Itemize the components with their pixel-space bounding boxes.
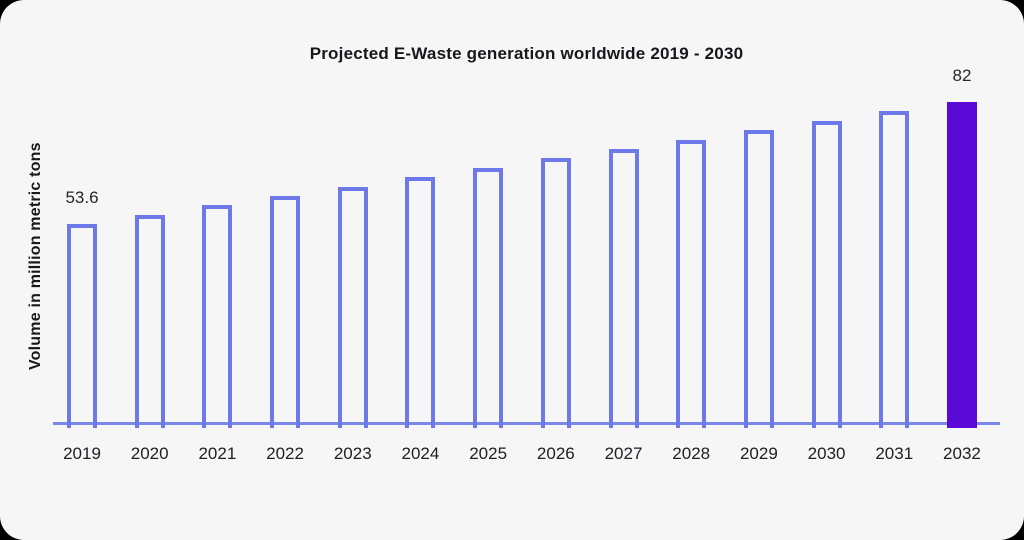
bar-slot-2025: 2025 bbox=[454, 60, 522, 463]
bar-slot-2026: 2026 bbox=[522, 60, 590, 463]
x-tick-2020: 2020 bbox=[130, 444, 169, 463]
bar-2026 bbox=[540, 158, 571, 428]
bar-2025 bbox=[473, 168, 504, 428]
highlight-bar-2032 bbox=[946, 102, 977, 428]
bar-slot-2022: 2022 bbox=[251, 60, 319, 463]
plot-area: 53.6 2019 2020 2021 2022 2023 2024 2025 2026 2027… bbox=[53, 60, 1000, 463]
bar-slot-2029: 2029 bbox=[725, 60, 793, 463]
x-tick-2032: 2032 bbox=[943, 444, 981, 463]
x-tick-2023: 2023 bbox=[333, 444, 372, 463]
x-tick-2029: 2029 bbox=[739, 444, 778, 463]
x-tick-2028: 2028 bbox=[672, 444, 711, 463]
x-tick-2025: 2025 bbox=[469, 444, 508, 463]
bar-slot-2019: 53.6 2019 bbox=[48, 60, 116, 463]
bar-slot-2028: 2028 bbox=[657, 60, 725, 463]
chart-title: Projected E-Waste generation worldwide 2… bbox=[309, 44, 744, 63]
bar-2030 bbox=[811, 121, 842, 428]
bar-2022 bbox=[270, 196, 301, 428]
bar-slot-2024: 2024 bbox=[386, 60, 454, 463]
bar-slot-2032: 82 2032 bbox=[928, 60, 996, 463]
bar-2027 bbox=[608, 149, 639, 428]
value-label-2019: 53.6 bbox=[65, 188, 99, 207]
x-tick-2022: 2022 bbox=[266, 444, 304, 463]
bar-2028 bbox=[676, 140, 707, 428]
bar-2029 bbox=[743, 130, 774, 428]
x-tick-2019: 2019 bbox=[63, 444, 101, 463]
bar-slot-2031: 2031 bbox=[860, 60, 928, 463]
x-tick-2030: 2030 bbox=[807, 444, 846, 463]
bar-slot-2027: 2027 bbox=[590, 60, 658, 463]
bar-slot-2023: 2023 bbox=[319, 60, 387, 463]
bar-slot-2030: 2030 bbox=[793, 60, 861, 463]
bar-2019 bbox=[67, 224, 97, 428]
bar-slot-2021: 2021 bbox=[183, 60, 251, 463]
x-tick-2024: 2024 bbox=[401, 444, 440, 463]
bar-slot-2020: 2020 bbox=[116, 60, 184, 463]
x-tick-2021: 2021 bbox=[198, 444, 237, 463]
x-tick-2031: 2031 bbox=[875, 444, 914, 463]
bar-2023 bbox=[337, 187, 368, 428]
bar-2020 bbox=[134, 215, 165, 428]
bar-2024 bbox=[405, 177, 436, 428]
x-tick-2027: 2027 bbox=[604, 444, 643, 463]
value-label-2032: 82 bbox=[952, 66, 972, 85]
x-axis-line bbox=[53, 422, 1000, 425]
x-tick-2026: 2026 bbox=[536, 444, 575, 463]
bar-2021 bbox=[202, 205, 233, 428]
bar-2031 bbox=[879, 111, 910, 428]
